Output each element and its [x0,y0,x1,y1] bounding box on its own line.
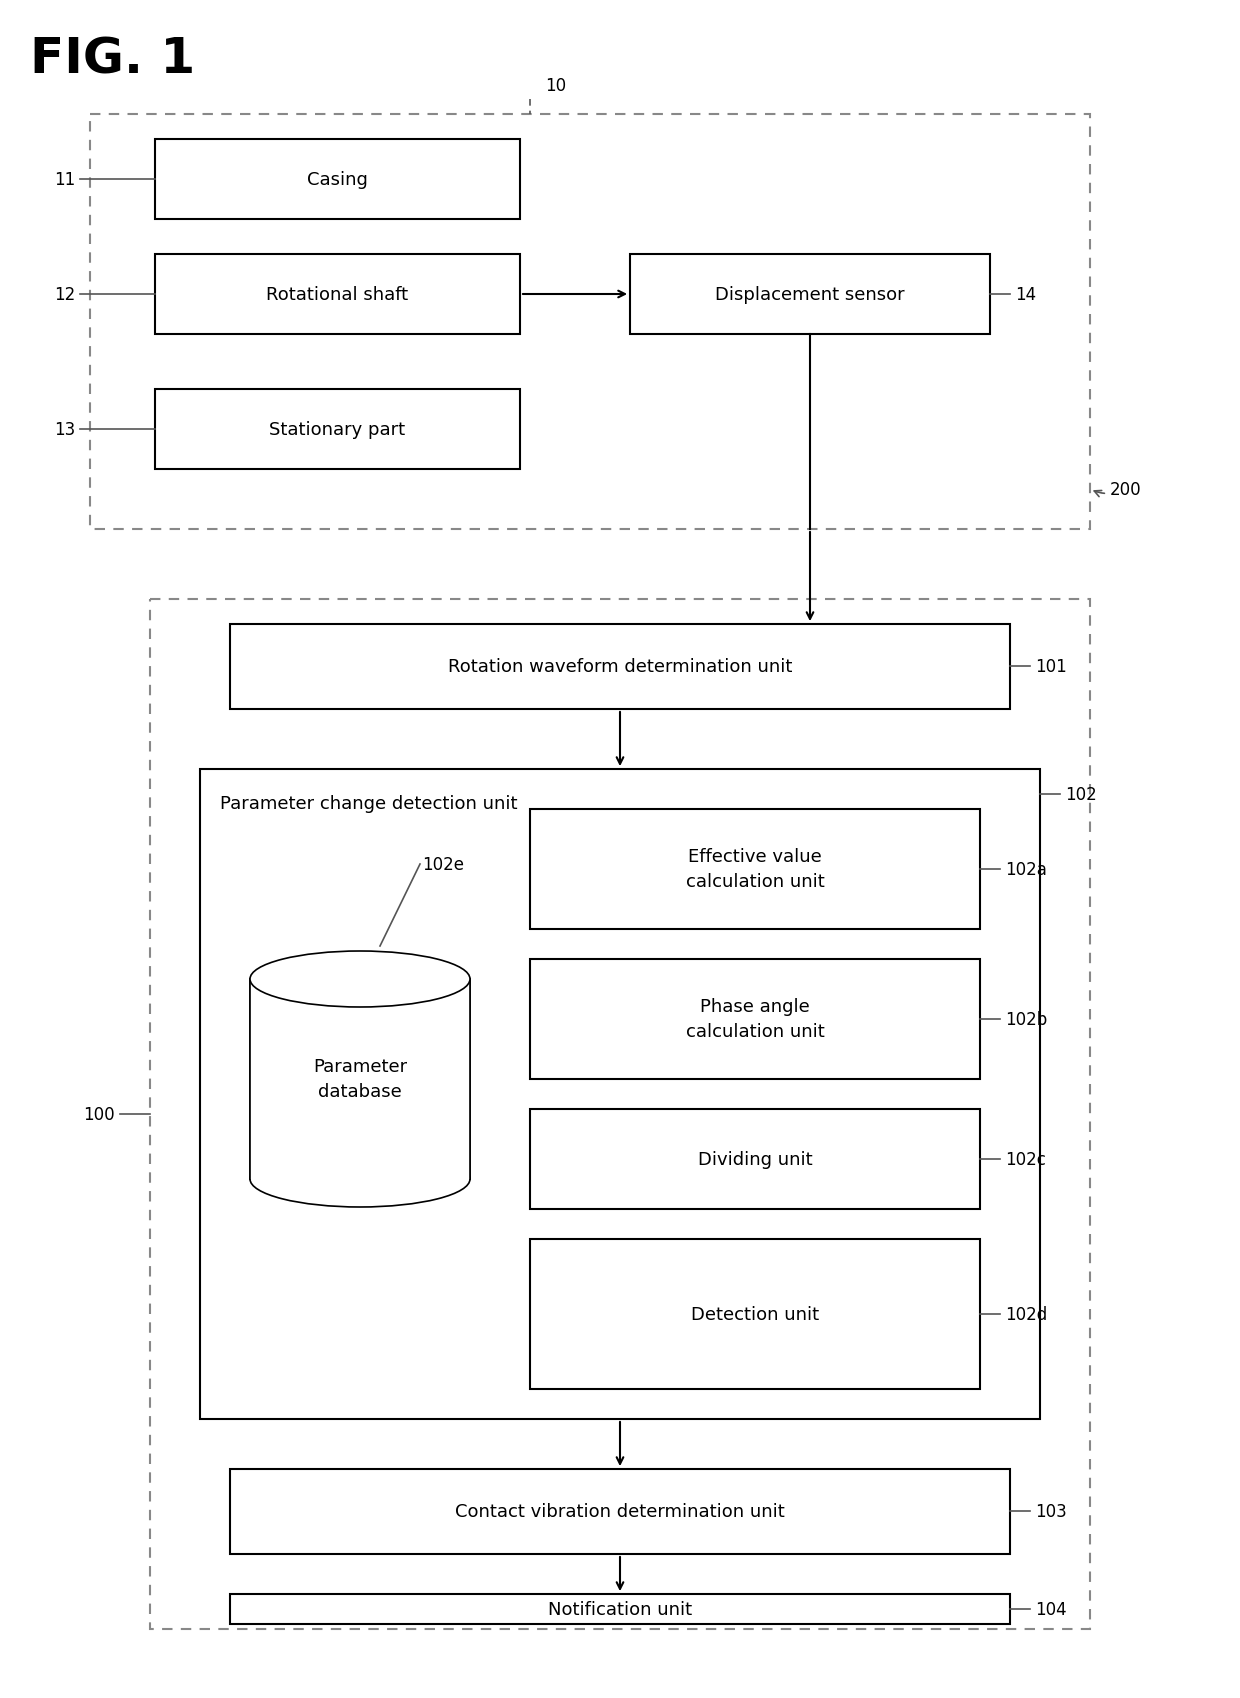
Text: 104: 104 [1035,1600,1066,1618]
Text: 102d: 102d [1004,1306,1048,1323]
FancyBboxPatch shape [155,139,520,219]
FancyBboxPatch shape [155,255,520,335]
Text: 102a: 102a [1004,861,1047,878]
Ellipse shape [250,951,470,1007]
Text: Stationary part: Stationary part [269,421,405,438]
FancyBboxPatch shape [229,1469,1011,1554]
Text: FIG. 1: FIG. 1 [30,36,195,83]
Text: 14: 14 [1016,285,1037,304]
Text: 10: 10 [546,76,567,95]
Text: 102c: 102c [1004,1150,1045,1168]
Text: 101: 101 [1035,657,1066,676]
Text: Parameter
database: Parameter database [312,1058,407,1100]
FancyBboxPatch shape [529,959,980,1080]
Text: 200: 200 [1094,481,1142,499]
Text: 100: 100 [83,1105,115,1124]
Text: Parameter change detection unit: Parameter change detection unit [219,795,517,813]
Text: Rotation waveform determination unit: Rotation waveform determination unit [448,659,792,676]
Text: 11: 11 [53,171,74,188]
Text: 102: 102 [1065,786,1096,803]
FancyBboxPatch shape [529,810,980,929]
FancyBboxPatch shape [529,1109,980,1209]
Text: 102e: 102e [422,856,464,873]
Text: Dividing unit: Dividing unit [698,1150,812,1168]
Text: Contact vibration determination unit: Contact vibration determination unit [455,1503,785,1521]
Text: Detection unit: Detection unit [691,1306,820,1323]
Text: Effective value
calculation unit: Effective value calculation unit [686,847,825,891]
Text: 12: 12 [53,285,74,304]
FancyBboxPatch shape [529,1240,980,1389]
Text: 13: 13 [53,421,74,438]
Text: Casing: Casing [308,171,368,188]
Text: Displacement sensor: Displacement sensor [715,285,905,304]
FancyBboxPatch shape [229,625,1011,710]
FancyBboxPatch shape [630,255,990,335]
Text: 102b: 102b [1004,1010,1048,1029]
Text: Notification unit: Notification unit [548,1600,692,1618]
FancyBboxPatch shape [200,769,1040,1420]
FancyBboxPatch shape [229,1594,1011,1623]
FancyBboxPatch shape [155,391,520,470]
Text: 103: 103 [1035,1503,1066,1520]
Text: Rotational shaft: Rotational shaft [267,285,408,304]
Ellipse shape [250,1151,470,1207]
FancyBboxPatch shape [250,980,470,1180]
Text: Phase angle
calculation unit: Phase angle calculation unit [686,998,825,1041]
